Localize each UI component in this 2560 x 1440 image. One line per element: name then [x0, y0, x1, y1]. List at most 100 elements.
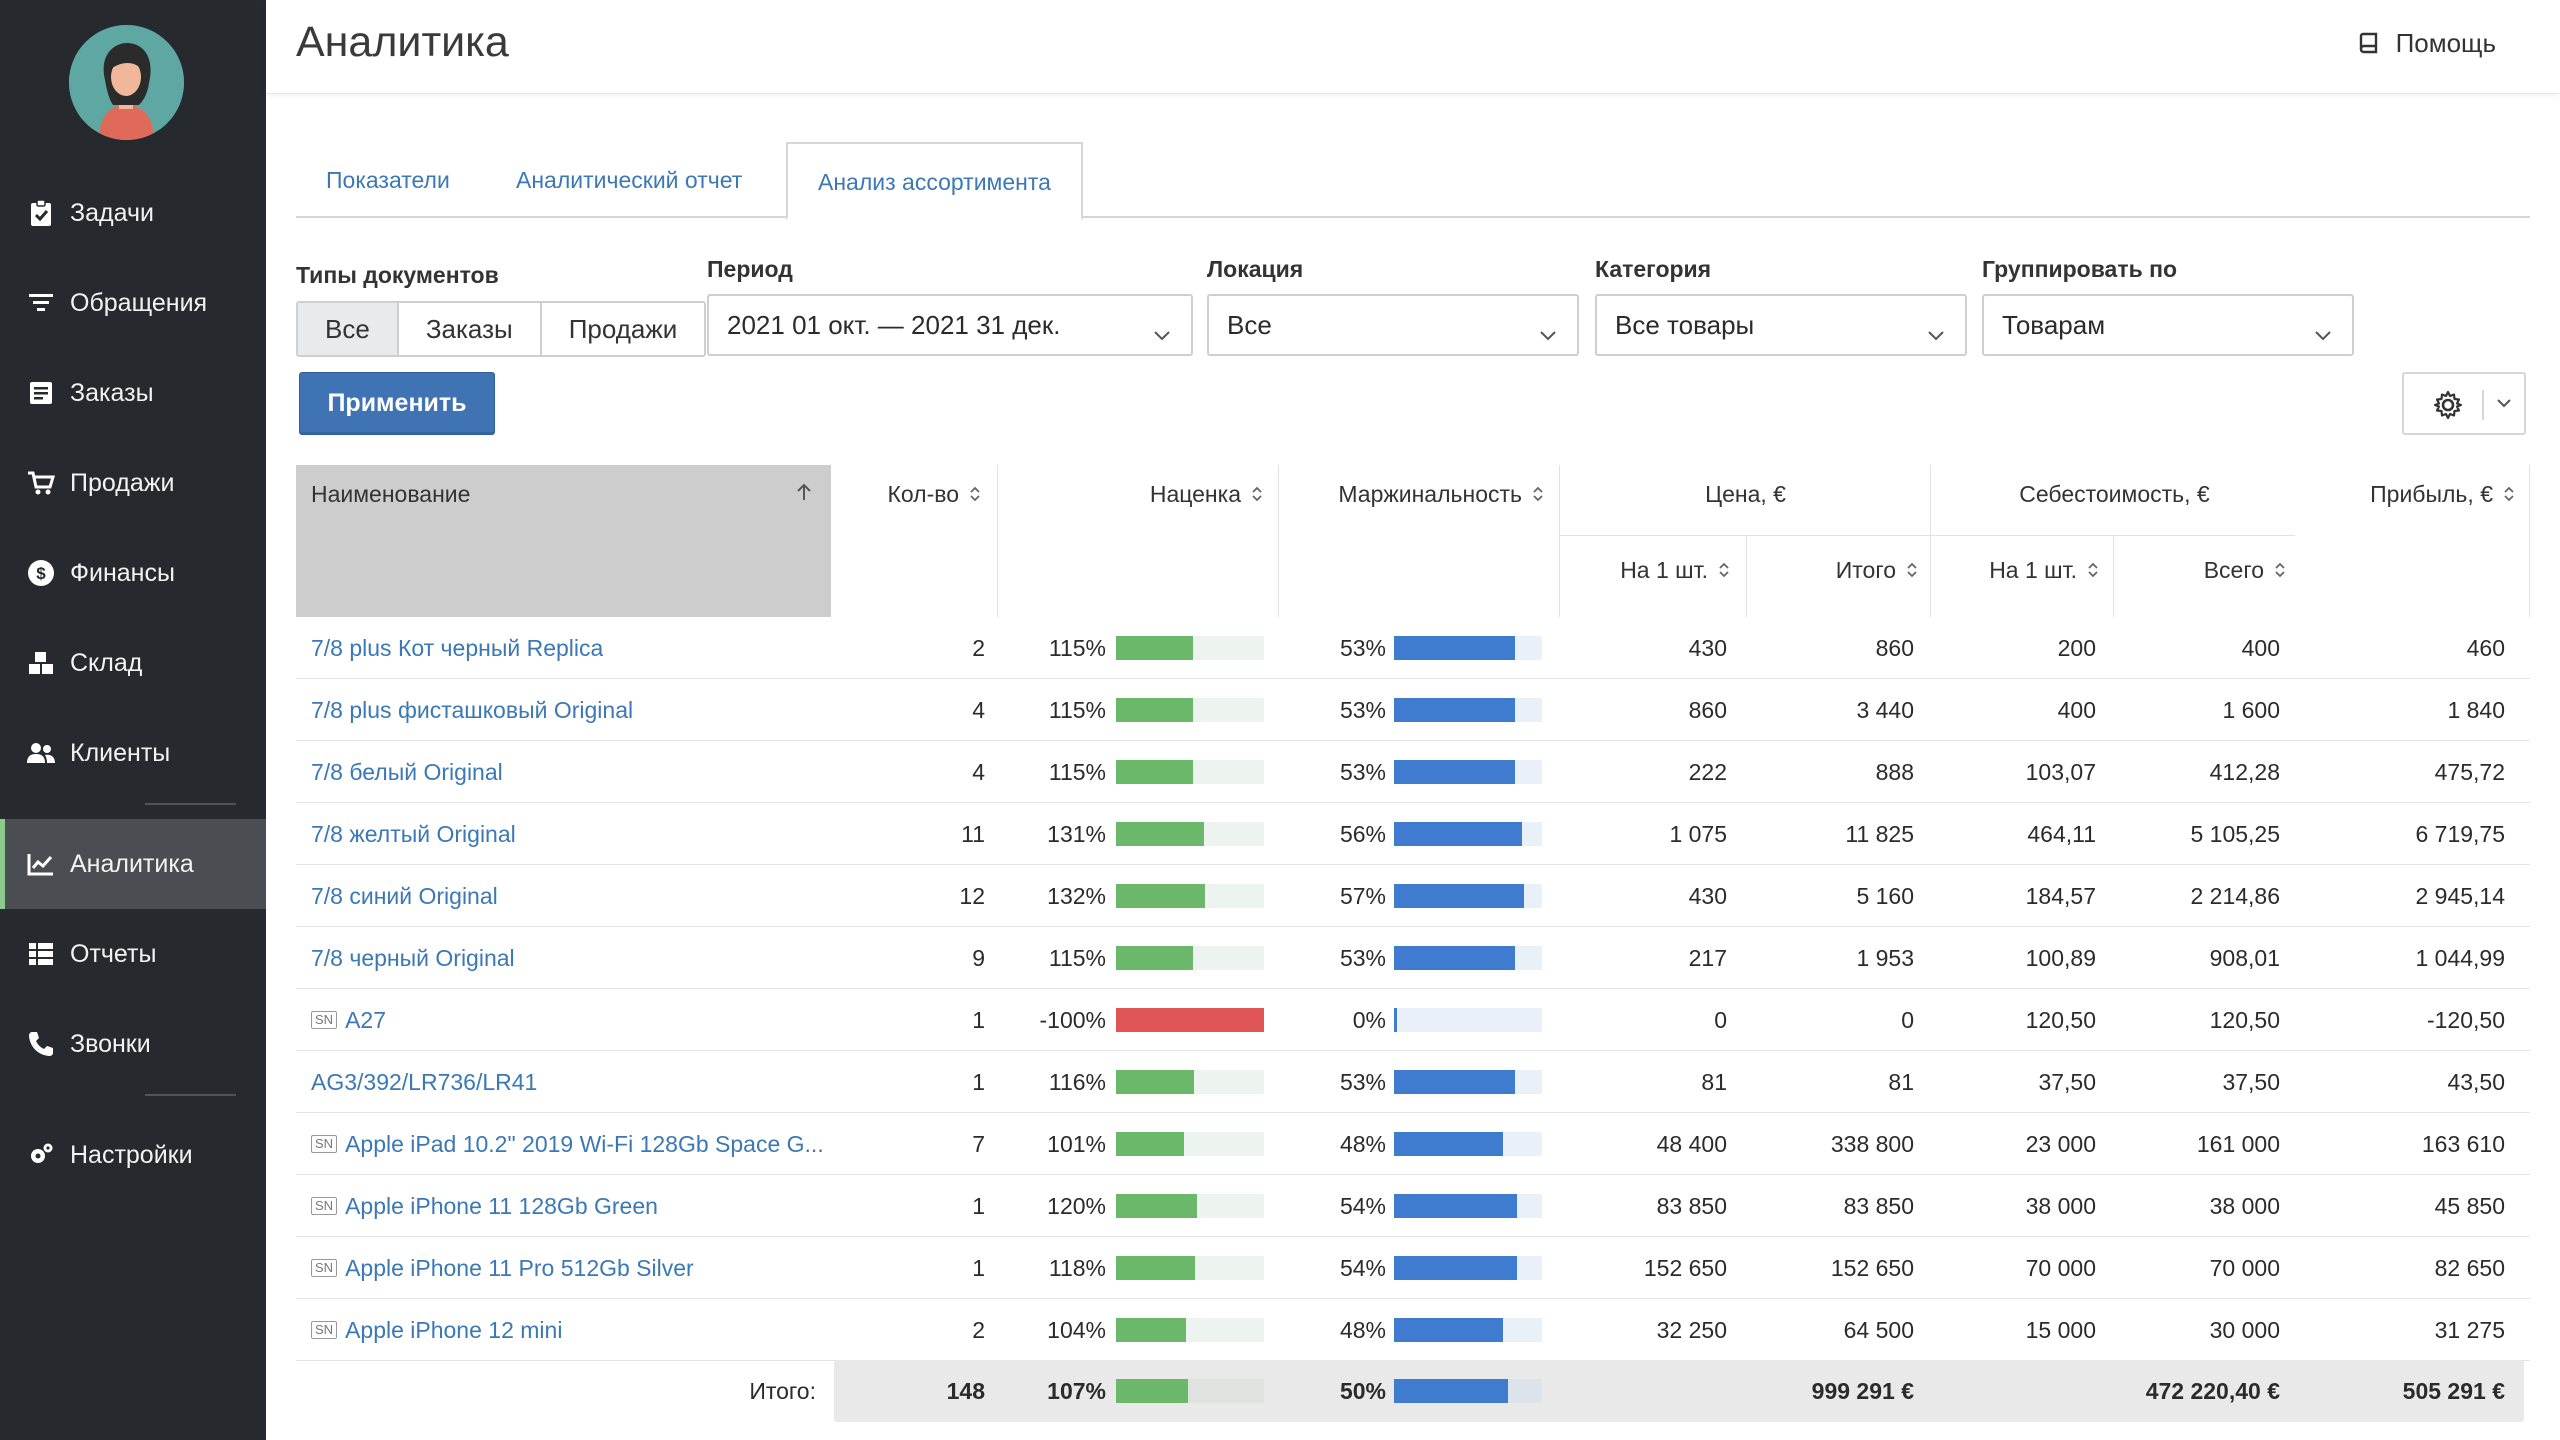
avatar[interactable] — [69, 25, 184, 140]
sidebar-item-3[interactable]: Продажи — [0, 438, 266, 528]
product-name-link[interactable]: SN Apple iPhone 12 mini — [311, 1299, 562, 1361]
header-name[interactable]: Наименование — [311, 481, 470, 508]
product-name: Apple iPhone 12 mini — [345, 1317, 563, 1343]
period-select[interactable]: 2021 01 окт. — 2021 31 дек. — [707, 294, 1193, 356]
qty-cell: 2 — [972, 635, 985, 661]
table-row[interactable]: 7/8 plus фисташковый Original 4 115% 53% 860… — [296, 679, 2530, 741]
group-by-value: Товарам — [2002, 309, 2106, 340]
product-name-link[interactable]: SN Apple iPhone 11 128Gb Green — [311, 1175, 658, 1237]
qty-cell: 9 — [972, 945, 985, 971]
header-cost-total[interactable]: Всего — [2116, 557, 2286, 585]
margin-bar — [1394, 1194, 1517, 1218]
table-row[interactable]: 7/8 черный Original 9 115% 53% 217 1 953 100,8… — [296, 927, 2530, 989]
table-settings-button[interactable] — [2402, 372, 2526, 435]
margin-bar-track — [1394, 698, 1542, 722]
header-profit[interactable]: Прибыль, € — [2295, 481, 2515, 509]
apply-button[interactable]: Применить — [299, 372, 495, 435]
profit-cell: 31 275 — [2434, 1317, 2505, 1343]
cost-total-cell: 30 000 — [2209, 1317, 2280, 1343]
totals-profit: 505 291 € — [2402, 1378, 2505, 1404]
header-markup[interactable]: Наценка — [998, 481, 1263, 509]
chevron-down-icon — [1153, 318, 1171, 349]
margin-bar — [1394, 822, 1522, 846]
margin-bar — [1394, 760, 1515, 784]
group-by-select[interactable]: Товарам — [1982, 294, 2354, 356]
table-row[interactable]: 7/8 белый Original 4 115% 53% 222 888 103,07 41… — [296, 741, 2530, 803]
header-price[interactable]: Цена, € — [1560, 481, 1931, 508]
doc-types-label: Типы документов — [296, 262, 499, 288]
table-row[interactable]: SN A27 1 -100% 0% 0 0 120,50 120,50 -120,50 — [296, 989, 2530, 1051]
sidebar-item-10[interactable]: Настройки — [0, 1110, 266, 1200]
product-name-link[interactable]: SN A27 — [311, 989, 386, 1051]
product-name: Apple iPhone 11 Pro 512Gb Silver — [345, 1255, 694, 1281]
table-row[interactable]: SN Apple iPhone 11 Pro 512Gb Silver 1 118% 5… — [296, 1237, 2530, 1299]
tab-analytical-report[interactable]: Аналитический отчет — [516, 167, 743, 193]
qty-cell: 1 — [972, 1069, 985, 1095]
doc-type-orders-button[interactable]: Заказы — [398, 303, 542, 355]
profit-cell: 1 840 — [2447, 697, 2505, 723]
table-row[interactable]: AG3/392/LR736/LR41 1 116% 53% 81 81 37,50 37,50… — [296, 1051, 2530, 1113]
table-row[interactable]: SN Apple iPhone 12 mini 2 104% 48% 32 250 64 5… — [296, 1299, 2530, 1361]
sort-icon — [2503, 482, 2515, 509]
header-qty[interactable]: Кол-во — [831, 481, 981, 509]
qty-cell: 11 — [961, 821, 985, 847]
sidebar-item-label: Задачи — [70, 198, 154, 227]
sidebar-item-4[interactable]: $ Финансы — [0, 528, 266, 618]
table-row[interactable]: 7/8 plus Кот черный Replica 2 115% 53% 430 86… — [296, 617, 2530, 679]
product-name: AG3/392/LR736/LR41 — [311, 1069, 538, 1095]
help-link[interactable]: Помощь — [2358, 28, 2496, 59]
header-price-total[interactable]: Итого — [1746, 557, 1918, 585]
product-name-link[interactable]: 7/8 синий Original — [311, 865, 498, 927]
product-name-link[interactable]: AG3/392/LR736/LR41 — [311, 1051, 537, 1113]
top-bar: Аналитика Помощь — [266, 0, 2560, 94]
markup-value: 116% — [1048, 1069, 1106, 1095]
product-name-link[interactable]: SN Apple iPhone 11 Pro 512Gb Silver — [311, 1237, 694, 1299]
table-header: Наименование Кол-во Наценка Маржинальность Ц… — [296, 465, 2530, 617]
sidebar-item-5[interactable]: Склад — [0, 618, 266, 708]
doc-type-all-button[interactable]: Все — [298, 303, 399, 355]
category-select[interactable]: Все товары — [1595, 294, 1967, 356]
table-row[interactable]: 7/8 синий Original 12 132% 57% 430 5 160 184,5… — [296, 865, 2530, 927]
product-name-link[interactable]: 7/8 plus Кот черный Replica — [311, 617, 603, 679]
sidebar-item-1[interactable]: Обращения — [0, 258, 266, 348]
header-cost-unit[interactable]: На 1 шт. — [1931, 557, 2099, 585]
product-name: 7/8 белый Original — [311, 759, 503, 785]
margin-value: 53% — [1339, 697, 1386, 723]
product-name-link[interactable]: 7/8 plus фисташковый Original — [311, 679, 633, 741]
tab-assortment-analysis[interactable]: Анализ ассортимента — [786, 142, 1083, 220]
header-cost[interactable]: Себестоимость, € — [1931, 481, 2298, 508]
sort-ascending-icon[interactable] — [796, 482, 812, 507]
markup-bar-track — [1116, 822, 1264, 846]
sidebar-item-2[interactable]: Заказы — [0, 348, 266, 438]
sidebar-item-8[interactable]: Отчеты — [0, 909, 266, 999]
sidebar-item-7[interactable]: Аналитика — [0, 819, 266, 909]
sidebar-item-6[interactable]: Клиенты — [0, 708, 266, 798]
product-name-link[interactable]: 7/8 черный Original — [311, 927, 515, 989]
table-row[interactable]: SN Apple iPad 10.2" 2019 Wi-Fi 128Gb Spac… — [296, 1113, 2530, 1175]
serial-number-badge: SN — [311, 1320, 338, 1339]
product-name-link[interactable]: SN Apple iPad 10.2" 2019 Wi-Fi 128Gb Spac… — [311, 1113, 824, 1175]
header-price-unit[interactable]: На 1 шт. — [1560, 557, 1730, 585]
header-margin[interactable]: Маржинальность — [1279, 481, 1544, 509]
product-name-link[interactable]: 7/8 желтый Original — [311, 803, 516, 865]
doc-type-sales-button[interactable]: Продажи — [541, 303, 705, 355]
margin-value: 53% — [1339, 635, 1386, 661]
table-list-icon — [25, 938, 57, 970]
header-cell — [1279, 465, 1560, 617]
markup-bar — [1116, 822, 1204, 846]
markup-bar-track — [1116, 1256, 1264, 1280]
profit-cell: 45 850 — [2434, 1193, 2505, 1219]
sidebar-item-label: Продажи — [70, 468, 175, 497]
sidebar-item-0[interactable]: Задачи — [0, 168, 266, 258]
margin-value: 0% — [1352, 1007, 1386, 1033]
sidebar-item-9[interactable]: Звонки — [0, 999, 266, 1089]
product-name-link[interactable]: 7/8 белый Original — [311, 741, 503, 803]
cost-total-cell: 908,01 — [2209, 945, 2280, 971]
location-select[interactable]: Все — [1207, 294, 1579, 356]
tab-indicators[interactable]: Показатели — [326, 167, 450, 193]
product-name: 7/8 plus фисташковый Original — [311, 697, 634, 723]
table-row[interactable]: 7/8 желтый Original 11 131% 56% 1 075 11 825 4… — [296, 803, 2530, 865]
header-name-label: Наименование — [311, 481, 471, 507]
table-row[interactable]: SN Apple iPhone 11 128Gb Green 1 120% 54% 83 … — [296, 1175, 2530, 1237]
margin-value: 48% — [1339, 1131, 1386, 1157]
